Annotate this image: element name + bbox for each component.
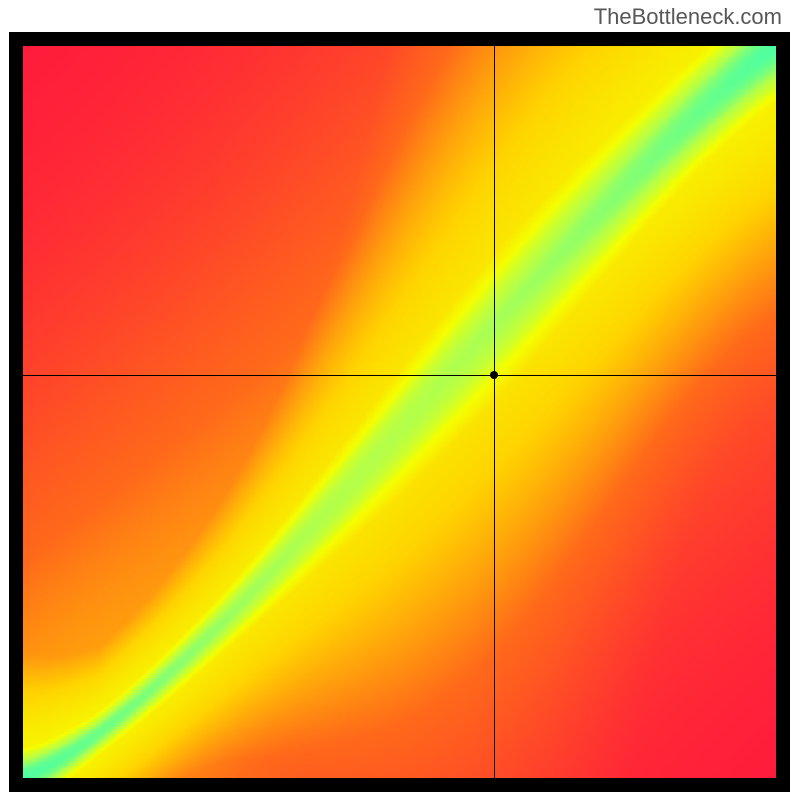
heatmap-canvas	[23, 46, 776, 778]
chart-container: TheBottleneck.com	[0, 0, 800, 800]
crosshair-vertical	[494, 46, 495, 778]
plot-area	[23, 46, 776, 778]
marker-point	[490, 371, 498, 379]
plot-frame	[9, 32, 790, 792]
watermark-text: TheBottleneck.com	[594, 4, 782, 30]
crosshair-horizontal	[23, 375, 776, 376]
